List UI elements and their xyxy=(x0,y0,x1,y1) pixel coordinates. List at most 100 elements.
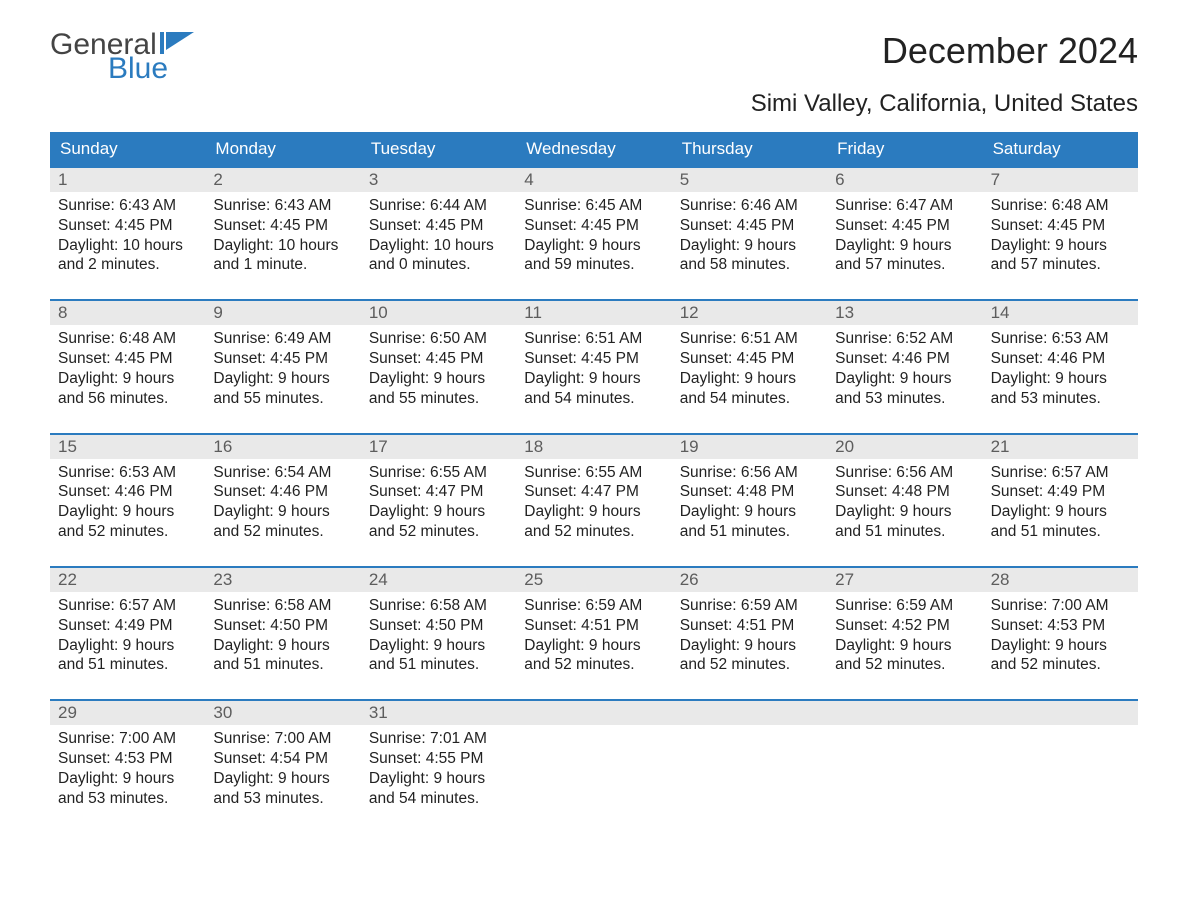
day-line: Daylight: 9 hours xyxy=(213,502,352,522)
day-line: and 52 minutes. xyxy=(524,655,663,675)
day-line: and 51 minutes. xyxy=(991,522,1130,542)
day-line: Sunrise: 6:52 AM xyxy=(835,329,974,349)
day-line: Daylight: 9 hours xyxy=(680,636,819,656)
day-number: 5 xyxy=(672,168,827,192)
day-cell: 4Sunrise: 6:45 AMSunset: 4:45 PMDaylight… xyxy=(516,166,671,299)
day-number: 14 xyxy=(983,301,1138,325)
day-details: Sunrise: 6:56 AMSunset: 4:48 PMDaylight:… xyxy=(835,463,974,542)
day-line: Sunrise: 6:48 AM xyxy=(991,196,1130,216)
day-line: Sunset: 4:48 PM xyxy=(680,482,819,502)
day-number: 3 xyxy=(361,168,516,192)
day-line: Sunrise: 6:57 AM xyxy=(58,596,197,616)
day-line: Sunset: 4:45 PM xyxy=(58,216,197,236)
day-line: and 51 minutes. xyxy=(369,655,508,675)
col-header-tue: Tuesday xyxy=(361,132,516,166)
col-header-wed: Wednesday xyxy=(516,132,671,166)
day-line: and 51 minutes. xyxy=(835,522,974,542)
day-details: Sunrise: 6:55 AMSunset: 4:47 PMDaylight:… xyxy=(524,463,663,542)
day-number: 20 xyxy=(827,435,982,459)
day-line: Sunrise: 6:56 AM xyxy=(680,463,819,483)
day-line: and 53 minutes. xyxy=(835,389,974,409)
day-line: Sunrise: 6:54 AM xyxy=(213,463,352,483)
day-details: Sunrise: 6:56 AMSunset: 4:48 PMDaylight:… xyxy=(680,463,819,542)
day-cell: 8Sunrise: 6:48 AMSunset: 4:45 PMDaylight… xyxy=(50,299,205,432)
day-number: 29 xyxy=(50,701,205,725)
day-details: Sunrise: 6:44 AMSunset: 4:45 PMDaylight:… xyxy=(369,196,508,275)
day-line: Sunset: 4:49 PM xyxy=(991,482,1130,502)
day-cell: 22Sunrise: 6:57 AMSunset: 4:49 PMDayligh… xyxy=(50,566,205,699)
day-cell: 27Sunrise: 6:59 AMSunset: 4:52 PMDayligh… xyxy=(827,566,982,699)
day-line: Sunrise: 7:00 AM xyxy=(991,596,1130,616)
day-number: 4 xyxy=(516,168,671,192)
day-line: and 53 minutes. xyxy=(991,389,1130,409)
day-number: 11 xyxy=(516,301,671,325)
day-cell: 20 Sunrise: 6:56 AMSunset: 4:48 PMDayligh… xyxy=(827,433,982,566)
day-line: and 57 minutes. xyxy=(991,255,1130,275)
day-line: Sunset: 4:49 PM xyxy=(58,616,197,636)
day-line: Sunset: 4:45 PM xyxy=(835,216,974,236)
day-line: Sunrise: 6:44 AM xyxy=(369,196,508,216)
day-line: Sunset: 4:46 PM xyxy=(213,482,352,502)
day-number: 26 xyxy=(672,568,827,592)
calendar-grid: Sunday Monday Tuesday Wednesday Thursday… xyxy=(50,132,1138,833)
day-line: Sunrise: 6:51 AM xyxy=(680,329,819,349)
day-line: Sunrise: 7:00 AM xyxy=(213,729,352,749)
day-line: Daylight: 9 hours xyxy=(680,236,819,256)
day-cell: 23Sunrise: 6:58 AMSunset: 4:50 PMDayligh… xyxy=(205,566,360,699)
day-number: 16 xyxy=(205,435,360,459)
day-number: 19 xyxy=(672,435,827,459)
day-line: and 54 minutes. xyxy=(524,389,663,409)
day-line: and 56 minutes. xyxy=(58,389,197,409)
empty-day-bar xyxy=(827,701,982,725)
day-line: Sunset: 4:55 PM xyxy=(369,749,508,769)
day-details: Sunrise: 7:01 AMSunset: 4:55 PMDaylight:… xyxy=(369,729,508,808)
day-line: Sunrise: 6:55 AM xyxy=(369,463,508,483)
day-details: Sunrise: 6:52 AMSunset: 4:46 PMDaylight:… xyxy=(835,329,974,408)
day-details: Sunrise: 7:00 AMSunset: 4:53 PMDaylight:… xyxy=(991,596,1130,675)
day-line: and 58 minutes. xyxy=(680,255,819,275)
day-line: and 51 minutes. xyxy=(680,522,819,542)
day-cell: 12Sunrise: 6:51 AMSunset: 4:45 PMDayligh… xyxy=(672,299,827,432)
day-details: Sunrise: 6:47 AMSunset: 4:45 PMDaylight:… xyxy=(835,196,974,275)
day-details: Sunrise: 6:55 AMSunset: 4:47 PMDaylight:… xyxy=(369,463,508,542)
day-line: Sunset: 4:45 PM xyxy=(369,216,508,236)
day-details: Sunrise: 6:51 AMSunset: 4:45 PMDaylight:… xyxy=(680,329,819,408)
day-line: and 55 minutes. xyxy=(213,389,352,409)
col-header-sun: Sunday xyxy=(50,132,205,166)
day-cell: 5 Sunrise: 6:46 AMSunset: 4:45 PMDaylight… xyxy=(672,166,827,299)
day-details: Sunrise: 6:54 AMSunset: 4:46 PMDaylight:… xyxy=(213,463,352,542)
col-header-sat: Saturday xyxy=(983,132,1138,166)
day-line: Sunset: 4:45 PM xyxy=(991,216,1130,236)
day-line: Sunrise: 6:51 AM xyxy=(524,329,663,349)
day-line: Daylight: 9 hours xyxy=(213,636,352,656)
day-cell: 18Sunrise: 6:55 AMSunset: 4:47 PMDayligh… xyxy=(516,433,671,566)
day-details: Sunrise: 6:50 AMSunset: 4:45 PMDaylight:… xyxy=(369,329,508,408)
col-header-mon: Monday xyxy=(205,132,360,166)
day-number: 30 xyxy=(205,701,360,725)
day-line: Sunrise: 6:43 AM xyxy=(58,196,197,216)
day-line: Sunset: 4:45 PM xyxy=(58,349,197,369)
col-header-thu: Thursday xyxy=(672,132,827,166)
day-line: Sunset: 4:47 PM xyxy=(369,482,508,502)
day-line: and 51 minutes. xyxy=(58,655,197,675)
day-line: Daylight: 9 hours xyxy=(991,369,1130,389)
location-text: Simi Valley, California, United States xyxy=(50,90,1138,118)
empty-day-bar xyxy=(672,701,827,725)
day-line: Daylight: 10 hours xyxy=(369,236,508,256)
day-details: Sunrise: 6:46 AMSunset: 4:45 PMDaylight:… xyxy=(680,196,819,275)
day-cell: 2Sunrise: 6:43 AMSunset: 4:45 PMDaylight… xyxy=(205,166,360,299)
day-line: and 52 minutes. xyxy=(524,522,663,542)
empty-day-bar xyxy=(983,701,1138,725)
day-line: and 59 minutes. xyxy=(524,255,663,275)
page-title: December 2024 xyxy=(882,30,1138,72)
day-line: Daylight: 9 hours xyxy=(835,369,974,389)
day-line: Sunset: 4:48 PM xyxy=(835,482,974,502)
day-line: and 53 minutes. xyxy=(213,789,352,809)
day-line: Daylight: 9 hours xyxy=(524,236,663,256)
day-line: Daylight: 9 hours xyxy=(524,636,663,656)
day-line: Sunset: 4:45 PM xyxy=(213,349,352,369)
day-cell: 30Sunrise: 7:00 AMSunset: 4:54 PMDayligh… xyxy=(205,699,360,832)
day-number: 9 xyxy=(205,301,360,325)
day-line: Daylight: 9 hours xyxy=(835,636,974,656)
day-line: and 1 minute. xyxy=(213,255,352,275)
